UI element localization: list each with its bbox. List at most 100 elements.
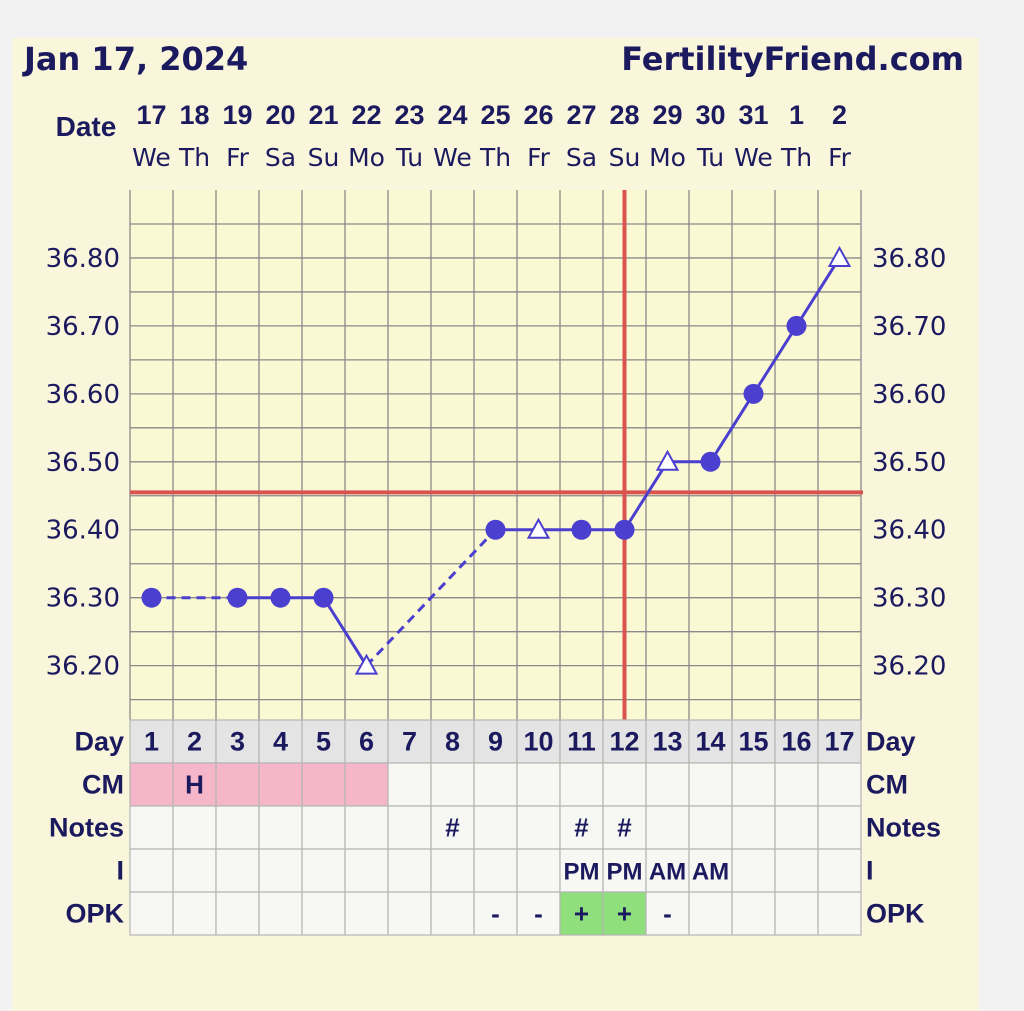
table-text-opk: - — [534, 899, 543, 929]
weekday-label: Fr — [226, 143, 250, 172]
table-text-day: 7 — [402, 727, 417, 757]
table-cell-opk — [774, 891, 819, 936]
plot-area — [130, 190, 861, 720]
table-cell-cm — [129, 762, 174, 807]
weekday-label: Su — [609, 143, 641, 172]
table-text-opk: + — [574, 899, 589, 929]
y-tick-label-right: 36.80 — [872, 244, 946, 274]
temp-point — [743, 383, 764, 404]
table-cell-opk — [258, 891, 303, 936]
date-row-label: Date — [56, 111, 117, 142]
table-cell-day — [430, 719, 475, 764]
weekday-label: Th — [479, 143, 511, 172]
y-tick-label-right: 36.70 — [872, 312, 946, 342]
y-tick-label-right: 36.30 — [872, 584, 946, 614]
weekday-label: Su — [308, 143, 340, 172]
table-cell-cm — [688, 762, 733, 807]
row-label-notes-right: Notes — [866, 813, 941, 843]
table-cell-intercourse — [387, 848, 432, 893]
table-cell-opk — [172, 891, 217, 936]
table-cell-intercourse — [301, 848, 346, 893]
date-label: 20 — [265, 100, 295, 130]
date-label: 31 — [738, 100, 768, 130]
table-cell-notes — [129, 805, 174, 850]
table-cell-intercourse — [817, 848, 862, 893]
table-cell-notes — [731, 805, 776, 850]
temp-point-triangle — [655, 449, 680, 471]
site-brand: FertilityFriend.com — [621, 40, 964, 78]
date-label: 19 — [222, 100, 252, 130]
weekday-label: We — [433, 143, 472, 172]
table-cell-notes — [172, 805, 217, 850]
date-label: 22 — [351, 100, 381, 130]
table-cell-notes — [688, 805, 733, 850]
table-cell-opk — [387, 891, 432, 936]
row-label-day-left: Day — [74, 727, 124, 757]
table-cell-day — [301, 719, 346, 764]
table-cell-day — [731, 719, 776, 764]
weekday-label: Th — [178, 143, 210, 172]
temp-point — [786, 315, 807, 336]
date-label: 29 — [652, 100, 682, 130]
table-text-notes: # — [617, 813, 632, 843]
weekday-label: Th — [780, 143, 812, 172]
row-label-day-right: Day — [866, 727, 916, 757]
table-text-intercourse: AM — [692, 859, 729, 886]
weekday-label: Fr — [527, 143, 551, 172]
table-cell-notes — [473, 805, 518, 850]
date-label: 26 — [523, 100, 553, 130]
table-cell-day — [258, 719, 303, 764]
date-label: 25 — [480, 100, 510, 130]
table-text-opk: + — [617, 899, 632, 929]
weekday-label: Mo — [348, 143, 385, 172]
table-text-day: 4 — [273, 727, 288, 757]
table-cell-opk — [688, 891, 733, 936]
table-cell-intercourse — [473, 848, 518, 893]
table-cell-intercourse — [774, 848, 819, 893]
table-text-day: 1 — [144, 727, 159, 757]
table-text-intercourse: PM — [607, 859, 643, 886]
table-cell-notes — [817, 805, 862, 850]
table-cell-intercourse — [516, 848, 561, 893]
table-cell-notes — [602, 805, 647, 850]
table-text-day: 9 — [488, 727, 503, 757]
y-tick-label-left: 36.80 — [46, 244, 120, 274]
table-text-notes: # — [445, 813, 460, 843]
row-label-notes-left: Notes — [49, 813, 124, 843]
row-label-cm-right: CM — [866, 770, 908, 800]
table-cell-opk — [559, 891, 604, 936]
y-tick-label-right: 36.40 — [872, 516, 946, 546]
table-cell-notes — [301, 805, 346, 850]
temp-point-triangle — [827, 245, 852, 267]
table-cell-cm — [516, 762, 561, 807]
table-cell-cm — [301, 762, 346, 807]
table-cell-opk — [645, 891, 690, 936]
y-tick-label-left: 36.30 — [46, 584, 120, 614]
table-cell-intercourse — [172, 848, 217, 893]
table-cell-cm — [602, 762, 647, 807]
table-cell-intercourse — [602, 848, 647, 893]
y-tick-label-right: 36.20 — [872, 652, 946, 682]
table-text-opk: - — [491, 899, 500, 929]
weekday-label: We — [132, 143, 171, 172]
table-cell-cm — [774, 762, 819, 807]
table-text-day: 2 — [187, 727, 202, 757]
table-cell-cm — [344, 762, 389, 807]
series-segment — [623, 460, 669, 531]
weekday-label: Sa — [566, 143, 597, 172]
y-tick-label-left: 36.70 — [46, 312, 120, 342]
date-label: 24 — [437, 100, 467, 130]
date-label: 21 — [308, 100, 338, 130]
table-cell-notes — [774, 805, 819, 850]
row-label-intercourse-right: I — [866, 856, 874, 886]
table-text-day: 16 — [781, 727, 811, 757]
temp-point — [485, 519, 506, 540]
y-tick-label-left: 36.40 — [46, 516, 120, 546]
temp-point — [270, 587, 291, 608]
table-cell-opk — [817, 891, 862, 936]
y-tick-label-right: 36.60 — [872, 380, 946, 410]
table-cell-opk — [129, 891, 174, 936]
date-label: 30 — [695, 100, 725, 130]
temp-point — [227, 587, 248, 608]
date-label: 27 — [566, 100, 596, 130]
